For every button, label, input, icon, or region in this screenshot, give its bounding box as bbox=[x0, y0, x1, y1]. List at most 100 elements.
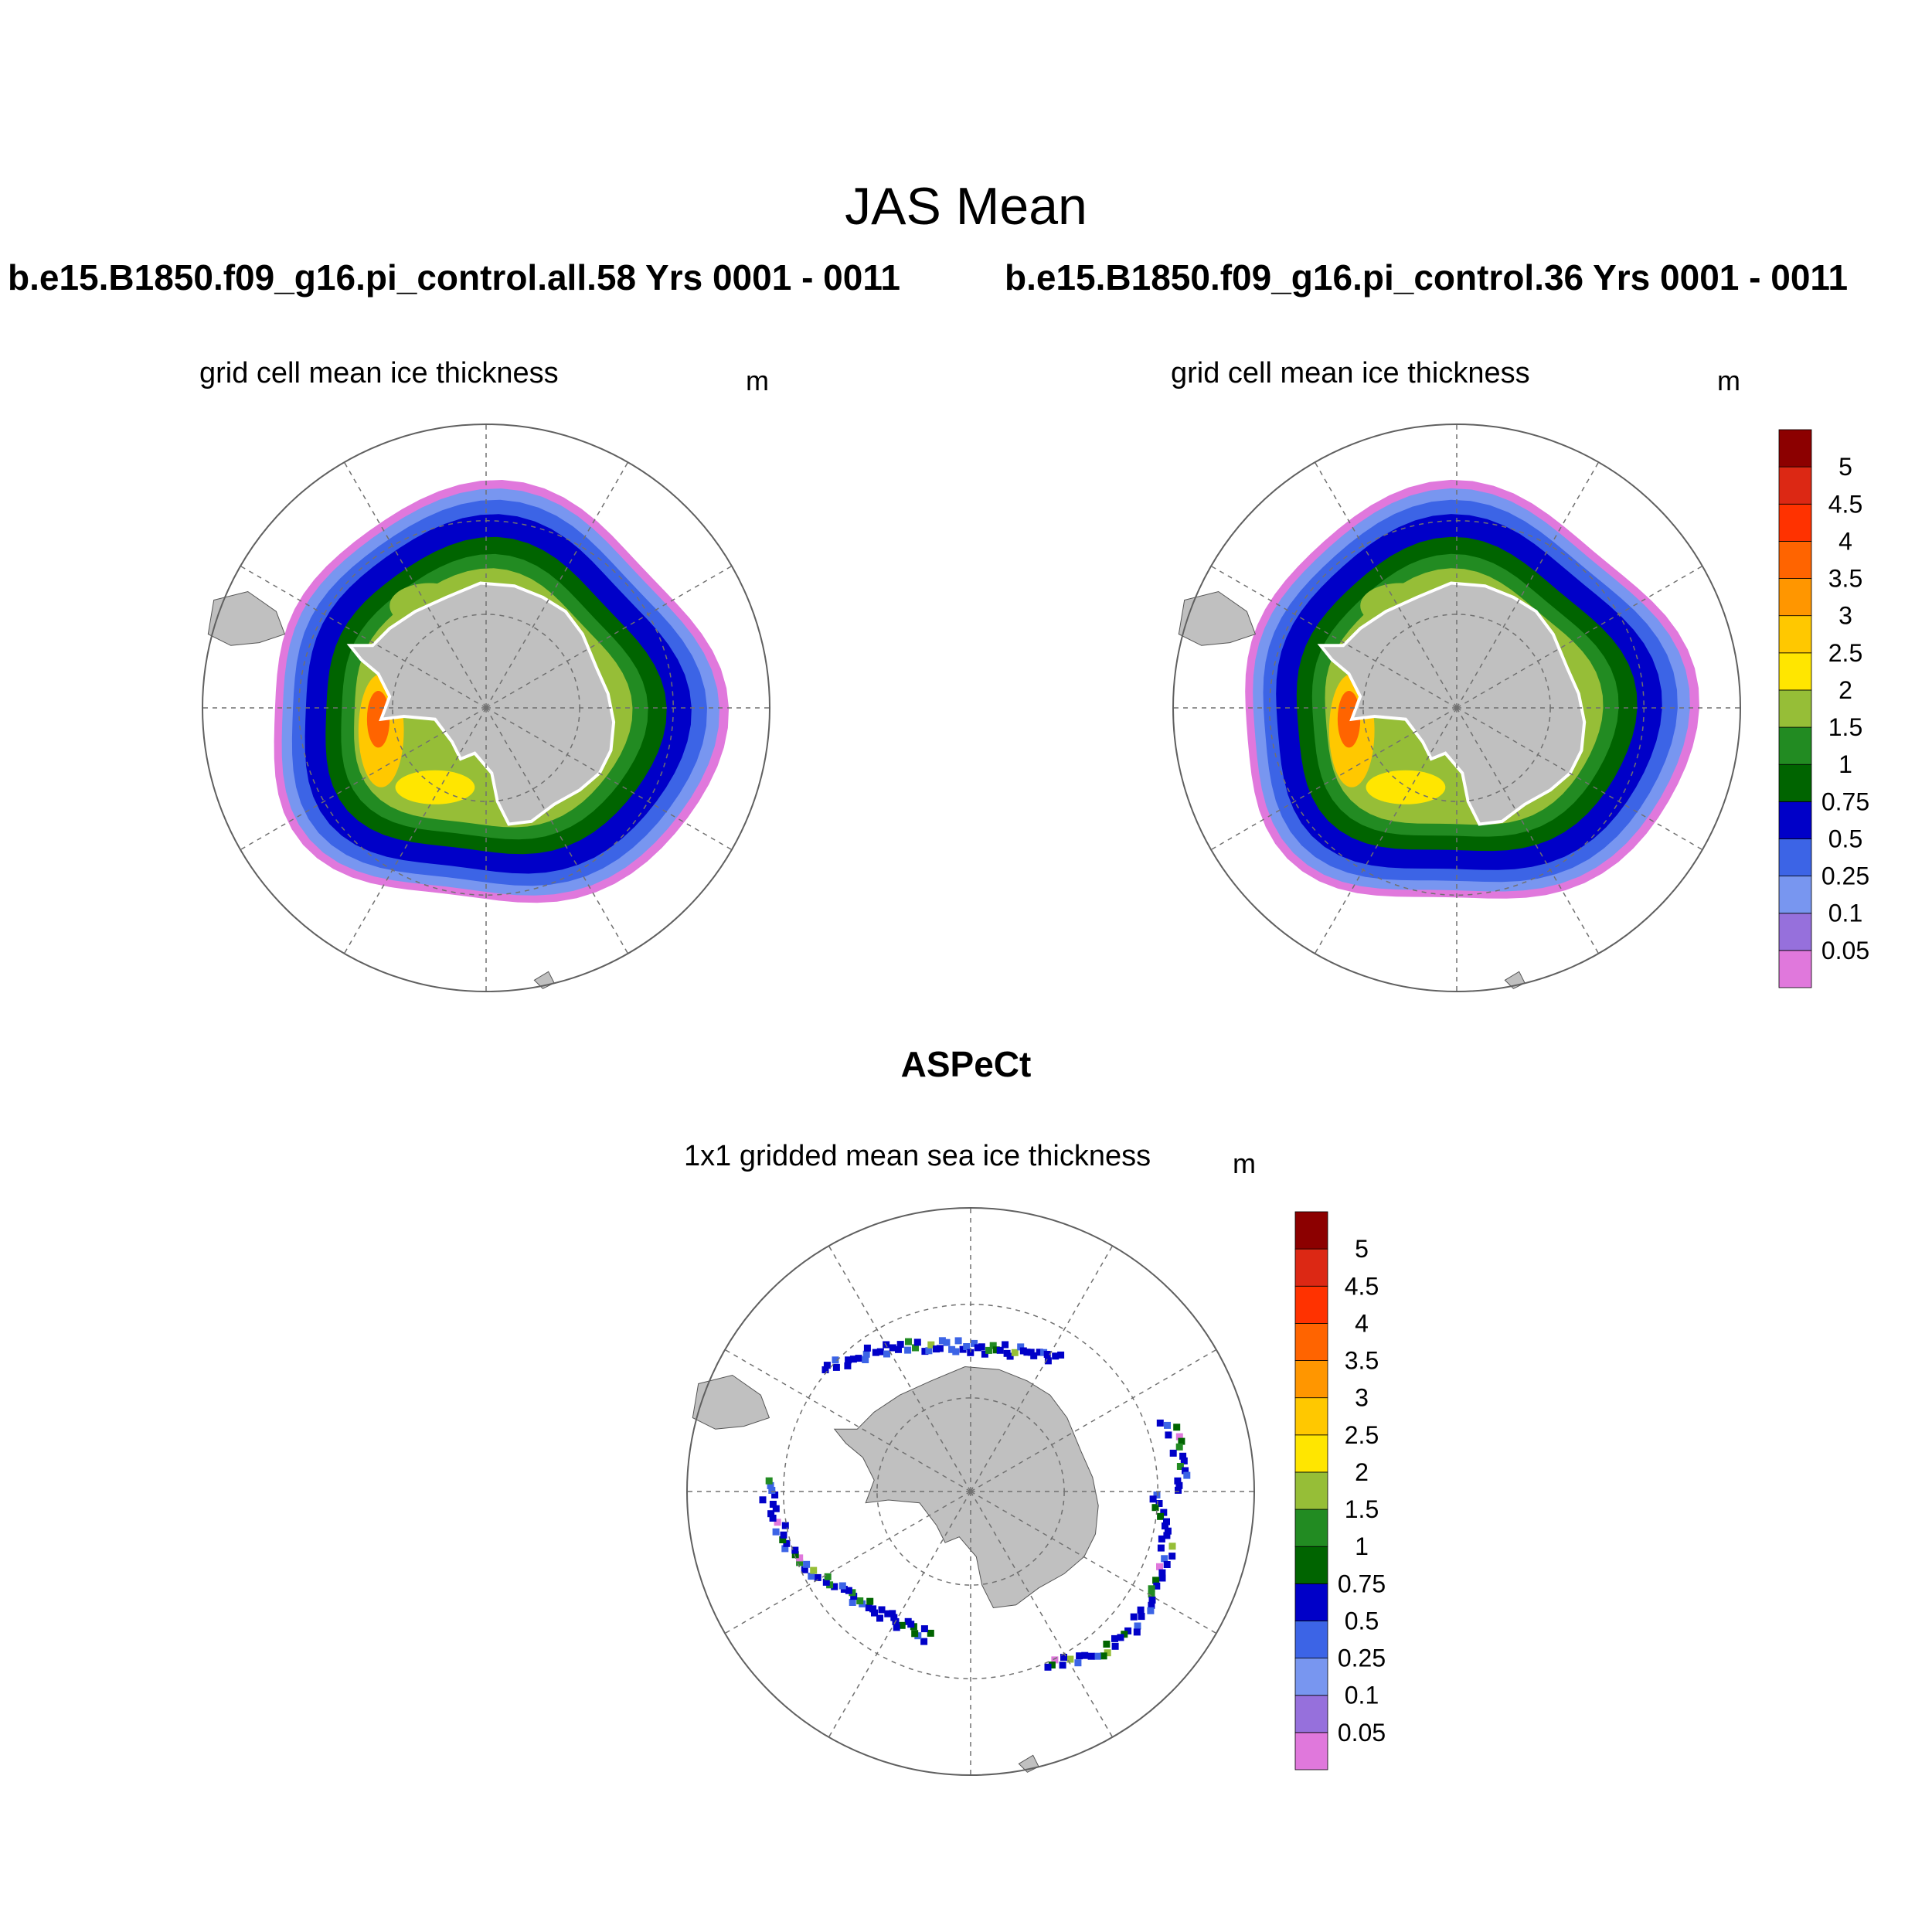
latitude-circle bbox=[392, 614, 580, 802]
observation-cell bbox=[767, 1510, 775, 1518]
observation-cell bbox=[855, 1355, 862, 1362]
meridian-line bbox=[970, 1349, 1217, 1492]
observation-cell bbox=[810, 1566, 818, 1574]
observation-cell bbox=[1164, 1527, 1172, 1535]
observation-cell bbox=[1182, 1467, 1189, 1475]
observation-cell bbox=[1103, 1641, 1111, 1648]
observation-cell bbox=[1175, 1433, 1183, 1440]
observation-cell bbox=[904, 1617, 912, 1625]
observation-cell bbox=[1147, 1607, 1155, 1614]
observation-cell bbox=[1121, 1631, 1128, 1638]
latitude-circle bbox=[1269, 520, 1645, 896]
observation-cell bbox=[1158, 1569, 1166, 1577]
observation-cell bbox=[1161, 1555, 1168, 1563]
observation-cell bbox=[779, 1536, 787, 1543]
observation-cell bbox=[933, 1345, 940, 1353]
observation-cell bbox=[1151, 1504, 1159, 1512]
meridian-line bbox=[1456, 707, 1600, 954]
observation-cell bbox=[780, 1531, 787, 1539]
colorbar-box bbox=[1778, 726, 1812, 765]
colorbar-box bbox=[1294, 1546, 1328, 1584]
colorbar-tick-label: 3.5 bbox=[1345, 1347, 1379, 1375]
colorbar-box bbox=[1294, 1621, 1328, 1658]
observation-cell bbox=[814, 1573, 821, 1581]
observation-cell bbox=[1052, 1352, 1060, 1360]
observation-cell bbox=[954, 1337, 962, 1345]
observation-cell bbox=[1162, 1522, 1168, 1530]
colorbar-box bbox=[1778, 466, 1812, 505]
colorbar-tick-label: 5 bbox=[1355, 1235, 1369, 1263]
colorbar-tick-label: 2.5 bbox=[1828, 639, 1862, 667]
panel-1-units: m bbox=[746, 365, 769, 396]
observation-cell bbox=[925, 1347, 933, 1355]
meridian-line bbox=[1210, 707, 1458, 851]
observation-cell bbox=[1163, 1561, 1171, 1568]
colorbar-tick-label: 0.1 bbox=[1345, 1682, 1379, 1709]
observation-cell bbox=[824, 1573, 832, 1580]
observation-cell bbox=[927, 1341, 935, 1349]
observation-cell bbox=[1076, 1652, 1083, 1660]
meridian-line bbox=[485, 707, 629, 954]
observation-cell bbox=[1117, 1634, 1124, 1641]
observation-cell bbox=[1155, 1500, 1163, 1507]
observation-cell bbox=[1149, 1495, 1157, 1503]
panel-2-variable-label: grid cell mean ice thickness bbox=[1171, 357, 1530, 389]
thick-ice-ross-edge bbox=[1366, 770, 1446, 804]
observation-cell bbox=[996, 1346, 1004, 1354]
case-title-left: b.e15.B1850.f09_g16.pi_control.all.58 Yr… bbox=[8, 257, 900, 298]
meridian-line bbox=[1456, 565, 1703, 709]
colorbar-tick-label: 1 bbox=[1355, 1532, 1369, 1560]
observation-cell bbox=[1074, 1659, 1082, 1667]
observation-cell bbox=[808, 1573, 815, 1580]
colorbar-box bbox=[1778, 541, 1812, 579]
colorbar-tick-label: 2 bbox=[1355, 1458, 1369, 1486]
observation-cell bbox=[920, 1638, 928, 1645]
case-title-right: b.e15.B1850.f09_g16.pi_control.36 Yrs 00… bbox=[1005, 257, 1849, 298]
observation-cell bbox=[927, 1629, 934, 1637]
antarctica-landmass bbox=[833, 1366, 1099, 1609]
panel-3-variable-label: 1x1 gridded mean sea ice thickness bbox=[684, 1140, 1151, 1172]
observation-cell bbox=[904, 1346, 912, 1354]
colorbar-tick-label: 0.5 bbox=[1345, 1607, 1379, 1634]
observation-cell bbox=[1087, 1652, 1095, 1660]
observation-cell bbox=[921, 1348, 929, 1355]
observation-cell bbox=[963, 1343, 971, 1350]
observation-cell bbox=[1023, 1349, 1031, 1356]
observation-cell bbox=[768, 1487, 776, 1494]
panel-1-variable-label: grid cell mean ice thickness bbox=[199, 357, 559, 389]
observation-cell bbox=[823, 1362, 831, 1369]
observation-cell bbox=[911, 1630, 919, 1638]
observation-cell bbox=[898, 1621, 906, 1629]
colorbar-box bbox=[1294, 1360, 1328, 1399]
observation-cell bbox=[1081, 1651, 1089, 1659]
meridian-line bbox=[240, 565, 487, 709]
observation-cell bbox=[1137, 1606, 1145, 1614]
observation-cell bbox=[1030, 1352, 1038, 1359]
colorbar-box bbox=[1294, 1658, 1328, 1696]
meridian-line bbox=[240, 707, 487, 851]
colorbar-tick-label: 0.25 bbox=[1821, 862, 1869, 890]
observation-cell bbox=[974, 1344, 981, 1352]
meridian-line bbox=[970, 1491, 1114, 1738]
observation-cell bbox=[1157, 1544, 1165, 1552]
colorbar-tick-label: 3 bbox=[1838, 602, 1852, 630]
colorbar-box bbox=[1294, 1695, 1328, 1733]
observation-cell bbox=[765, 1477, 773, 1485]
meridian-line bbox=[828, 1491, 971, 1738]
observation-cell bbox=[1153, 1582, 1161, 1590]
observation-cell bbox=[1133, 1628, 1141, 1636]
observation-title: ASPeCt bbox=[900, 1044, 1032, 1084]
colorbar-box bbox=[1778, 578, 1812, 617]
observation-cell bbox=[769, 1501, 777, 1508]
colorbar-box bbox=[1294, 1434, 1328, 1473]
observation-cell bbox=[1153, 1492, 1161, 1498]
observation-cell bbox=[1094, 1652, 1101, 1660]
colorbar-box bbox=[1294, 1732, 1328, 1770]
colorbar-box bbox=[1294, 1509, 1328, 1547]
colorbar-tick-label: 1 bbox=[1838, 750, 1852, 778]
observation-cell bbox=[1156, 1419, 1164, 1427]
colorbar-tick-label: 0.05 bbox=[1821, 937, 1869, 964]
colorbar-tick-label: 5 bbox=[1838, 453, 1852, 481]
colorbar-tick-label: 0.25 bbox=[1338, 1645, 1386, 1672]
map-boundary bbox=[1172, 423, 1741, 992]
